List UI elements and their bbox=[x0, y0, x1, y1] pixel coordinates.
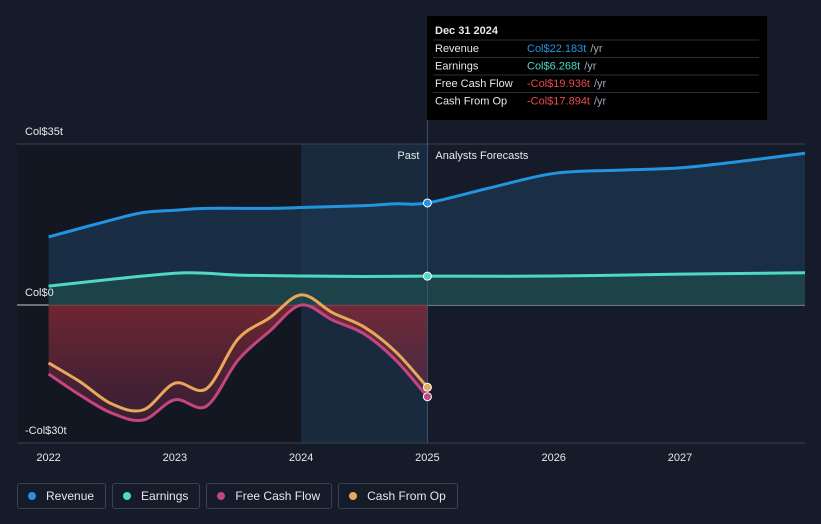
legend: Revenue Earnings Free Cash Flow Cash From O… bbox=[17, 483, 458, 509]
tooltip-suffix: /yr bbox=[594, 95, 607, 107]
tooltip-value: -Col$19.936t/yr bbox=[527, 78, 607, 90]
tooltip-value-text: Col$6.268t bbox=[527, 60, 580, 72]
legend-item[interactable]: Cash From Op bbox=[338, 483, 458, 509]
point bbox=[422, 392, 432, 402]
past-label: Past bbox=[397, 150, 419, 162]
tooltip-label: Cash From Op bbox=[435, 95, 507, 107]
tooltip-label: Revenue bbox=[435, 43, 479, 55]
tooltip-box bbox=[427, 16, 767, 120]
tooltip-label: Free Cash Flow bbox=[435, 78, 513, 90]
tooltip-value: Col$22.183t/yr bbox=[527, 43, 603, 55]
tooltip-value-text: Col$22.183t bbox=[527, 43, 586, 55]
tooltip-value-text: -Col$19.936t bbox=[527, 78, 590, 90]
x-tick-label: 2022 bbox=[36, 452, 60, 464]
tooltip-value: Col$6.268t/yr bbox=[527, 60, 597, 72]
legend-swatch bbox=[349, 492, 358, 500]
line bbox=[47, 303, 429, 423]
legend-label: Earnings bbox=[141, 489, 189, 503]
tooltip-suffix: /yr bbox=[590, 43, 603, 55]
line bbox=[48, 151, 806, 239]
tooltip-value-text: -Col$17.894t bbox=[527, 95, 590, 107]
x-tick-label: 2023 bbox=[163, 452, 187, 464]
legend-label: Free Cash Flow bbox=[235, 489, 321, 503]
x-tick-label: 2025 bbox=[415, 452, 439, 464]
area bbox=[48, 272, 806, 305]
y-tick-label: Col$35t bbox=[25, 126, 63, 138]
tooltip-date: Dec 31 2024 bbox=[435, 25, 499, 37]
legend-label: Cash From Op bbox=[367, 489, 446, 503]
forecast-label: Analysts Forecasts bbox=[435, 150, 528, 162]
tooltip: Dec 31 2024 Revenue Col$22.183t/yr Earnings… bbox=[427, 16, 767, 120]
area bbox=[48, 304, 428, 421]
x-tick-label: 2026 bbox=[541, 452, 565, 464]
x-tick-label: 2027 bbox=[668, 452, 692, 464]
tooltip-suffix: /yr bbox=[584, 60, 597, 72]
legend-item[interactable]: Earnings bbox=[112, 483, 201, 509]
y-tick-label: Col$0 bbox=[25, 287, 54, 299]
line bbox=[47, 293, 429, 413]
point bbox=[422, 382, 432, 392]
legend-swatch bbox=[28, 492, 36, 500]
point bbox=[422, 271, 432, 281]
y-tick-label: -Col$30t bbox=[25, 425, 67, 437]
point bbox=[422, 198, 432, 208]
legend-label: Revenue bbox=[46, 489, 95, 503]
x-tick-label: 2024 bbox=[289, 452, 313, 464]
area bbox=[48, 153, 806, 305]
legend-item[interactable]: Revenue bbox=[17, 483, 107, 509]
legend-item[interactable]: Free Cash Flow bbox=[206, 483, 333, 509]
legend-swatch bbox=[123, 492, 132, 500]
tooltip-value: -Col$17.894t/yr bbox=[527, 95, 607, 107]
legend-swatch bbox=[217, 492, 226, 500]
tooltip-label: Earnings bbox=[435, 60, 479, 72]
tooltip-suffix: /yr bbox=[594, 78, 607, 90]
line bbox=[48, 271, 806, 288]
